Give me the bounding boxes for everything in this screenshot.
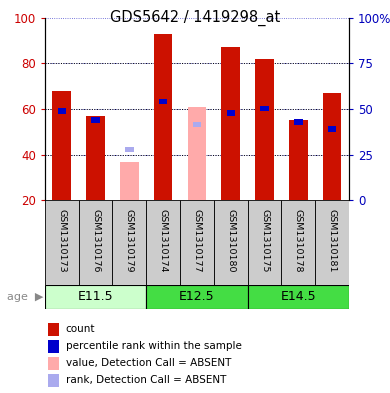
Bar [48,323,59,336]
Bar [214,200,248,285]
Bar [79,200,112,285]
Bar [193,121,201,127]
Text: percentile rank within the sample: percentile rank within the sample [66,342,241,351]
Bar [188,107,206,200]
Bar [315,200,349,285]
Text: E12.5: E12.5 [179,290,215,303]
Bar [248,285,349,309]
Text: count: count [66,325,95,334]
Bar [86,116,105,200]
Bar [45,285,146,309]
Bar [289,121,308,200]
Text: GSM1310175: GSM1310175 [260,209,269,273]
Bar [222,48,240,200]
Text: GSM1310173: GSM1310173 [57,209,66,273]
Text: E14.5: E14.5 [280,290,316,303]
Bar [255,59,274,200]
Text: GSM1310177: GSM1310177 [192,209,202,273]
Bar [52,91,71,200]
Bar [180,200,214,285]
Text: E11.5: E11.5 [78,290,113,303]
Text: GSM1310174: GSM1310174 [159,209,168,273]
Bar [112,200,146,285]
Bar [159,99,167,105]
Text: GSM1310178: GSM1310178 [294,209,303,273]
Bar [323,93,341,200]
Bar [282,200,315,285]
Bar [154,34,172,200]
Text: GSM1310181: GSM1310181 [328,209,337,273]
Text: GDS5642 / 1419298_at: GDS5642 / 1419298_at [110,10,280,26]
Bar [294,119,303,125]
Text: rank, Detection Call = ABSENT: rank, Detection Call = ABSENT [66,375,226,386]
Bar [48,340,59,353]
Bar [146,200,180,285]
Text: value, Detection Call = ABSENT: value, Detection Call = ABSENT [66,358,231,368]
Text: age  ▶: age ▶ [7,292,43,302]
Bar [328,126,336,132]
Text: GSM1310176: GSM1310176 [91,209,100,273]
Bar [248,200,282,285]
Bar [48,357,59,370]
Bar [45,200,79,285]
Bar [125,147,133,152]
Bar [120,162,138,200]
Text: GSM1310179: GSM1310179 [125,209,134,273]
Bar [58,108,66,114]
Text: GSM1310180: GSM1310180 [226,209,235,273]
Bar [48,374,59,387]
Bar [260,106,269,111]
Bar [227,110,235,116]
Bar [91,117,100,123]
Bar [146,285,248,309]
